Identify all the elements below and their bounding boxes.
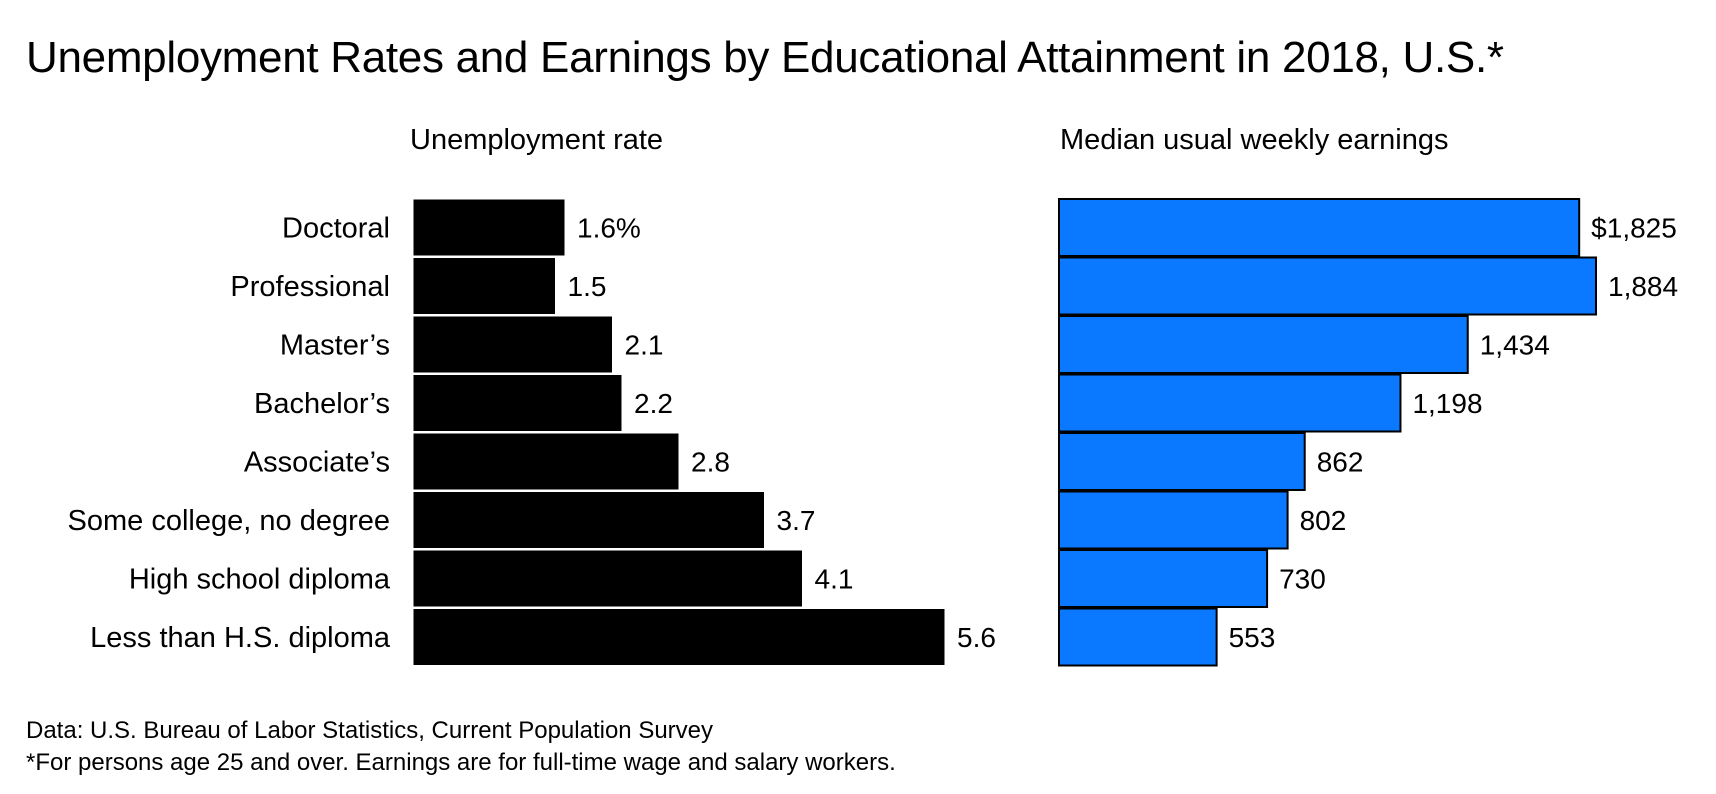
earnings-panel-title: Median usual weekly earnings — [1060, 124, 1449, 156]
unemployment-bar — [412, 608, 946, 666]
unemployment-value-label: 5.6 — [957, 622, 996, 653]
earnings-bars — [1058, 198, 1597, 667]
unemployment-value-label: 1.5 — [568, 271, 607, 302]
chart-title: Unemployment Rates and Earnings by Educa… — [26, 33, 1504, 82]
unemployment-bar — [412, 374, 623, 432]
earnings-value-label: 802 — [1300, 505, 1347, 536]
earnings-value-label: $1,825 — [1591, 213, 1677, 244]
earnings-bar — [1058, 198, 1581, 257]
earnings-value-label: 730 — [1279, 564, 1326, 595]
unemployment-value-label: 2.2 — [634, 388, 673, 419]
category-label: Master’s — [280, 330, 390, 362]
earnings-value-label: 553 — [1229, 622, 1276, 653]
earnings-value-label: 1,884 — [1608, 271, 1678, 302]
earnings-bar — [1058, 432, 1306, 491]
category-labels: Doctoral Professional Master’s Bachelor’s As… — [68, 213, 391, 655]
unemployment-bars — [412, 198, 946, 666]
earnings-bar — [1058, 490, 1289, 550]
earnings-bar — [1058, 549, 1269, 608]
category-label: Professional — [230, 271, 390, 303]
earnings-value-label: 862 — [1317, 447, 1364, 478]
unemployment-value-label: 1.6% — [577, 213, 641, 244]
unemployment-bar — [412, 198, 566, 257]
unemployment-bar — [412, 315, 613, 374]
category-label: Less than H.S. diploma — [90, 622, 391, 654]
earnings-bar — [1058, 607, 1218, 667]
earnings-value-label: 1,434 — [1480, 330, 1550, 361]
unemployment-value-labels: 1.6% 1.5 2.1 2.2 2.8 3.7 4.1 5.6 — [568, 213, 996, 654]
unemployment-value-label: 3.7 — [777, 505, 816, 536]
unemployment-value-label: 2.1 — [625, 330, 664, 361]
category-label: Doctoral — [282, 213, 390, 245]
category-label: Associate’s — [244, 447, 390, 479]
unemployment-bar — [412, 257, 556, 315]
earnings-bar — [1058, 256, 1597, 316]
earnings-bar — [1058, 315, 1469, 374]
unemployment-value-label: 4.1 — [815, 564, 854, 595]
unemployment-value-label: 2.8 — [691, 447, 730, 478]
unemployment-bar — [412, 549, 803, 608]
unemployment-bar — [412, 491, 765, 549]
unemployment-panel-title: Unemployment rate — [410, 124, 664, 156]
data-source-note: Data: U.S. Bureau of Labor Statistics, C… — [26, 717, 714, 744]
footnote: *For persons age 25 and over. Earnings a… — [26, 749, 896, 776]
earnings-bar — [1058, 373, 1402, 433]
unemployment-bar — [412, 432, 680, 491]
category-label: High school diploma — [129, 564, 391, 596]
category-label: Bachelor’s — [254, 388, 390, 420]
earnings-value-label: 1,198 — [1412, 388, 1482, 419]
category-label: Some college, no degree — [68, 505, 390, 537]
